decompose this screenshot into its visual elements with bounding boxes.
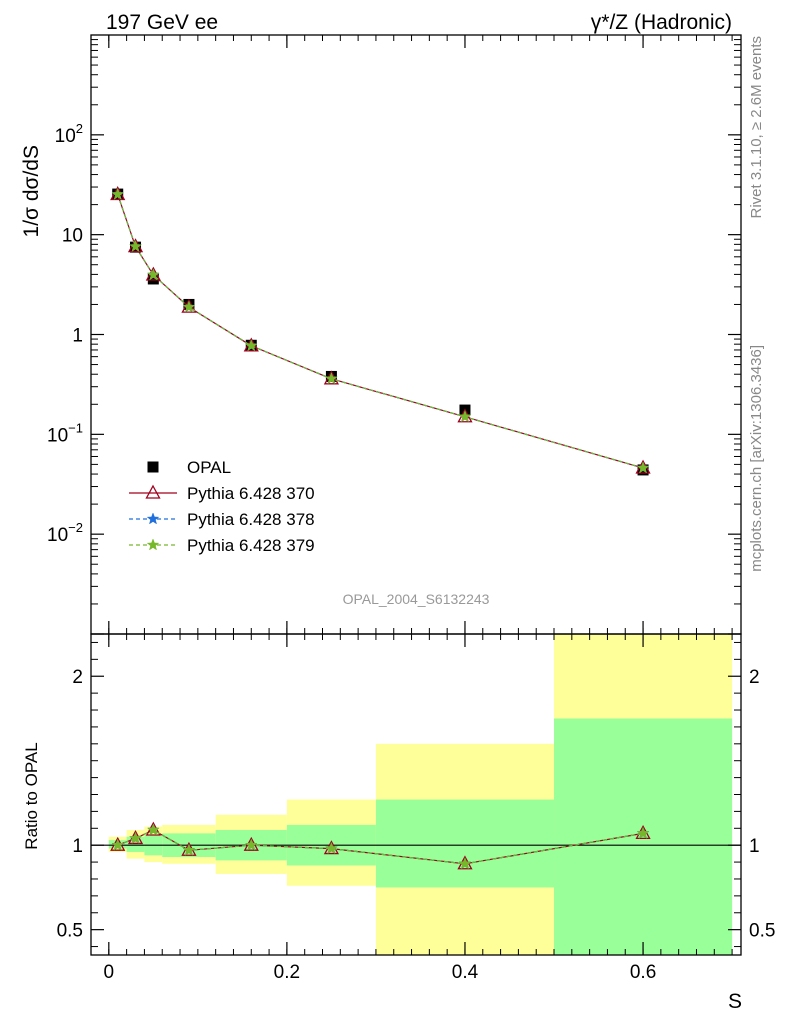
axes-frames: 0 0.2 0.4 0.6 10−2 10−1 1 10 102 0.5 0.5 1 1 2 2	[47, 34, 775, 983]
main-y-tick-label: 102	[55, 121, 83, 147]
ratio-y-tick-label-right: 1	[749, 836, 760, 857]
ratio-series-2-point-4	[244, 838, 258, 851]
main-y-tick-label: 10	[62, 226, 83, 247]
legend: OPAL Pythia 6.428 370 Pythia 6.428 378 Pyth…	[129, 458, 315, 555]
ratio-panel-plot	[91, 821, 741, 870]
legend-marker-triangle	[145, 484, 161, 499]
legend-marker-square	[147, 461, 159, 473]
ratio-y-tick-label-left: 1	[72, 836, 83, 857]
main-series-line-2	[117, 194, 644, 469]
main-series-3-point-6	[458, 410, 472, 423]
mcplots-source-label: mcplots.cern.ch [arXiv:1306.3436]	[748, 345, 765, 572]
legend-label: Pythia 6.428 379	[187, 536, 315, 555]
main-series-line-3	[117, 194, 644, 469]
legend-label: Pythia 6.428 370	[187, 484, 315, 503]
main-series-3-point-3	[182, 300, 196, 313]
ratio-y-tick-label-right: 2	[749, 667, 760, 688]
main-series-3-point-1	[129, 239, 142, 252]
ratio-y-axis-label: Ratio to OPAL	[22, 742, 41, 849]
main-series-3-point-2	[146, 268, 160, 281]
main-series-3-point-7	[636, 461, 650, 474]
rivet-version-label: Rivet 3.1.10, ≥ 2.6M events	[748, 36, 765, 219]
x-tick-label: 0.6	[630, 962, 656, 983]
main-y-axis-label: 1/σ dσ/dS	[20, 145, 43, 237]
x-tick-label: 0.2	[274, 962, 300, 983]
ratio-y-tick-label-left: 0.5	[57, 921, 83, 942]
main-y-tick-label: 10−2	[47, 520, 83, 546]
header-left-label: 197 GeV ee	[106, 11, 218, 34]
ratio-y-tick-label-left: 2	[72, 667, 83, 688]
x-axis-label: S	[728, 990, 742, 1013]
ratio-series-2-point-7	[636, 826, 650, 839]
header-right-label: γ*/Z (Hadronic)	[591, 11, 732, 34]
main-series-0-point-2	[147, 273, 159, 285]
ratio-series-2-point-3	[182, 843, 196, 856]
main-y-tick-label: 10−1	[47, 420, 83, 446]
ratio-series-2-point-0	[111, 838, 125, 851]
legend-entry-2: Pythia 6.428 378	[129, 510, 315, 529]
main-series-3-point-4	[244, 339, 258, 352]
ratio-series-2-point-6	[458, 857, 472, 870]
ratio-series-2-point-5	[325, 841, 338, 854]
ratio-series-2-point-2	[146, 823, 160, 836]
legend-marker-star	[146, 538, 160, 551]
x-tick-label: 0.4	[452, 962, 479, 983]
legend-entry-3: Pythia 6.428 379	[129, 536, 315, 555]
ratio-series-2-point-1	[129, 831, 142, 844]
analysis-watermark: OPAL_2004_S6132243	[343, 591, 490, 607]
x-tick-label: 0	[104, 962, 115, 983]
legend-marker-star	[146, 512, 160, 525]
legend-entry-1: Pythia 6.428 370	[129, 484, 315, 503]
band-inner-7	[554, 718, 733, 955]
main-series-3-point-0	[111, 187, 125, 200]
legend-label: OPAL	[187, 458, 231, 477]
main-panel-plot	[110, 186, 651, 476]
ratio-uncertainty-bands	[108, 634, 733, 955]
band-inner-6	[375, 799, 555, 888]
ratio-y-tick-label-right: 0.5	[749, 921, 775, 942]
legend-entry-0: OPAL	[147, 458, 231, 477]
legend-label: Pythia 6.428 378	[187, 510, 315, 529]
main-series-line-1	[117, 194, 644, 469]
main-y-tick-label: 1	[72, 326, 83, 347]
main-series-3-point-5	[325, 372, 338, 385]
